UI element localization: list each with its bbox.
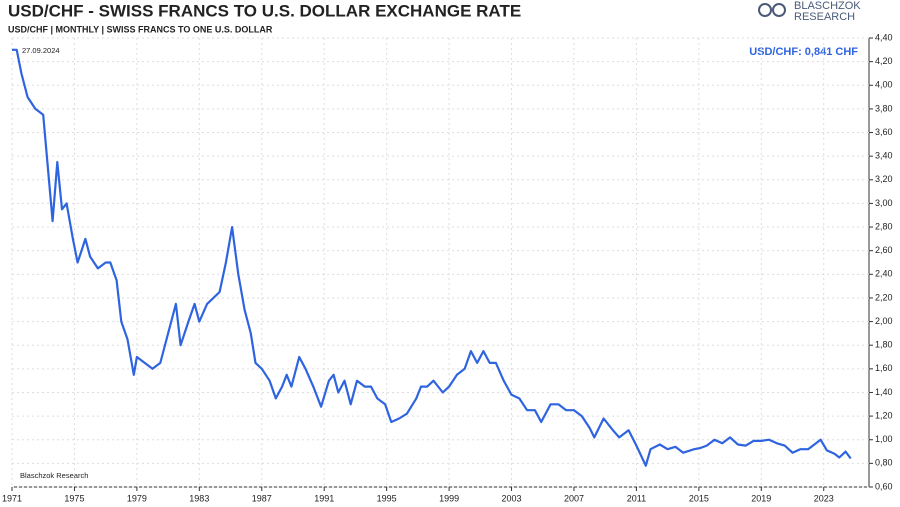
price-line bbox=[12, 48, 852, 467]
x-tick-label: 2003 bbox=[502, 493, 522, 503]
logo-text: RESEARCH bbox=[794, 11, 855, 23]
logo: BLASCHZOK RESEARCH bbox=[758, 0, 861, 23]
y-tick-label: 4,20 bbox=[875, 56, 893, 66]
y-tick-label: 3,60 bbox=[875, 127, 893, 137]
x-tick-label: 2007 bbox=[564, 493, 584, 503]
y-tick-label: 3,80 bbox=[875, 103, 893, 113]
y-tick-label: 2,20 bbox=[875, 292, 893, 302]
y-tick-label: 0,60 bbox=[875, 481, 893, 491]
y-tick-label: 2,80 bbox=[875, 221, 893, 231]
x-tick-label: 1979 bbox=[127, 493, 147, 503]
x-tick-label: 1971 bbox=[2, 493, 22, 503]
y-tick-label: 2,00 bbox=[875, 316, 893, 326]
y-tick-label: 3,40 bbox=[875, 151, 893, 161]
y-tick-label: 3,20 bbox=[875, 174, 893, 184]
x-tick-label: 1995 bbox=[377, 493, 397, 503]
logo-icon bbox=[758, 3, 772, 17]
x-tick-label: 1983 bbox=[189, 493, 209, 503]
y-tick-label: 1,60 bbox=[875, 363, 893, 373]
y-tick-label: 1,80 bbox=[875, 340, 893, 350]
x-tick-label: 1975 bbox=[64, 493, 84, 503]
y-tick-label: 1,00 bbox=[875, 434, 893, 444]
y-tick-label: 3,00 bbox=[875, 198, 893, 208]
x-tick-label: 2023 bbox=[814, 493, 834, 503]
date-label: 27.09.2024 bbox=[22, 46, 60, 55]
y-tick-label: 0,80 bbox=[875, 458, 893, 468]
y-tick-label: 4,00 bbox=[875, 80, 893, 90]
y-tick-label: 1,40 bbox=[875, 387, 893, 397]
annotation: USD/CHF: 0,841 CHF bbox=[749, 46, 858, 58]
y-tick-label: 1,20 bbox=[875, 410, 893, 420]
logo-icon bbox=[772, 3, 786, 17]
logo-text: BLASCHZOK bbox=[794, 0, 861, 12]
x-tick-label: 2015 bbox=[689, 493, 709, 503]
x-tick-label: 2011 bbox=[627, 493, 646, 503]
y-tick-label: 4,40 bbox=[875, 32, 893, 42]
source: Blaschzok Research bbox=[20, 471, 88, 480]
x-tick-label: 1991 bbox=[314, 493, 334, 503]
x-tick-label: 1999 bbox=[439, 493, 459, 503]
y-tick-label: 2,40 bbox=[875, 269, 893, 279]
x-tick-label: 2019 bbox=[751, 493, 771, 503]
chart-subtitle: USD/CHF | MONTHLY | SWISS FRANCS TO ONE … bbox=[8, 24, 273, 34]
y-tick-label: 2,60 bbox=[875, 245, 893, 255]
chart-title: USD/CHF - SWISS FRANCS TO U.S. DOLLAR EX… bbox=[8, 1, 521, 20]
x-tick-label: 1987 bbox=[252, 493, 272, 503]
